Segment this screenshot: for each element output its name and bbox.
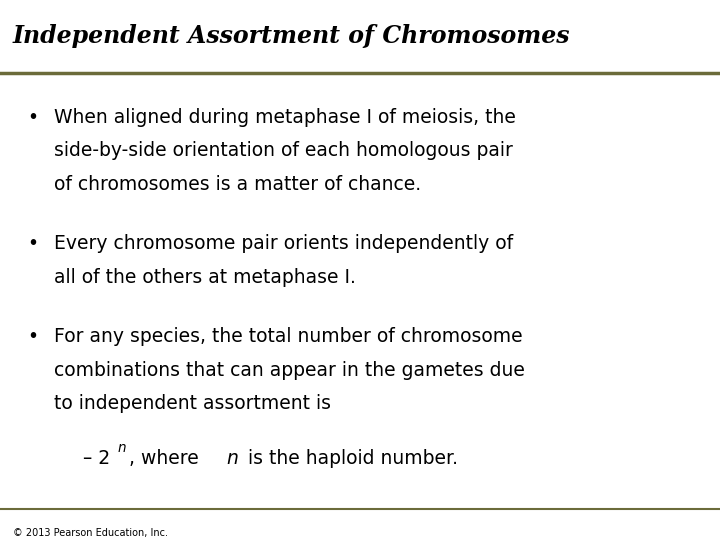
- Text: When aligned during metaphase I of meiosis, the: When aligned during metaphase I of meios…: [54, 108, 516, 127]
- Text: n: n: [227, 449, 238, 468]
- Text: combinations that can appear in the gametes due: combinations that can appear in the game…: [54, 361, 525, 380]
- Text: , where: , where: [129, 449, 204, 468]
- Text: •: •: [27, 234, 38, 253]
- Text: Every chromosome pair orients independently of: Every chromosome pair orients independen…: [54, 234, 513, 253]
- Text: n: n: [118, 441, 126, 455]
- Text: all of the others at metaphase I.: all of the others at metaphase I.: [54, 268, 356, 287]
- Text: to independent assortment is: to independent assortment is: [54, 394, 331, 413]
- Text: is the haploid number.: is the haploid number.: [242, 449, 458, 468]
- Text: For any species, the total number of chromosome: For any species, the total number of chr…: [54, 327, 523, 346]
- Text: – 2: – 2: [83, 449, 110, 468]
- Text: of chromosomes is a matter of chance.: of chromosomes is a matter of chance.: [54, 175, 421, 194]
- Text: © 2013 Pearson Education, Inc.: © 2013 Pearson Education, Inc.: [13, 528, 168, 538]
- Text: •: •: [27, 327, 38, 346]
- Text: Independent Assortment of Chromosomes: Independent Assortment of Chromosomes: [13, 24, 570, 48]
- Text: •: •: [27, 108, 38, 127]
- Text: side-by-side orientation of each homologous pair: side-by-side orientation of each homolog…: [54, 141, 513, 160]
